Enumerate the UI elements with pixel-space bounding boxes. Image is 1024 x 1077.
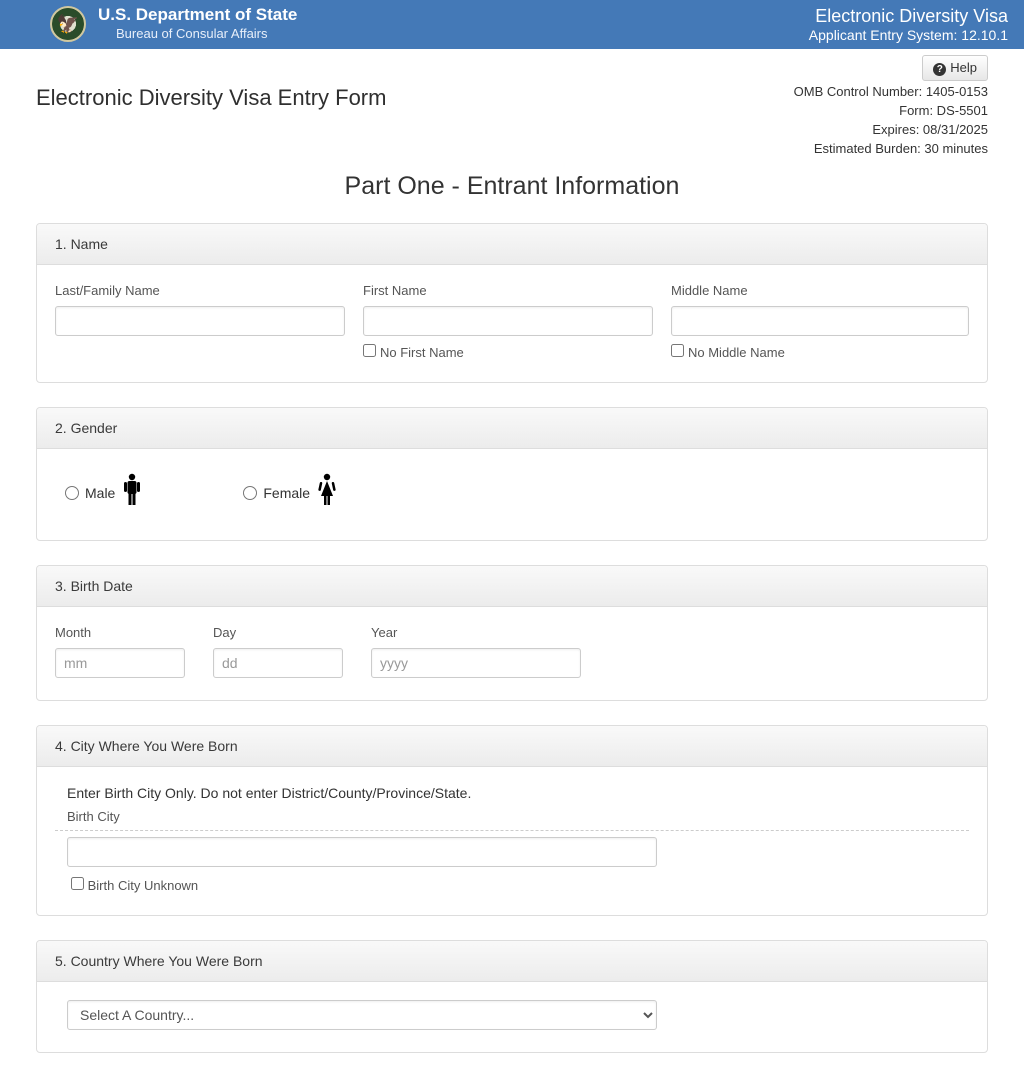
- form-expires: Expires: 08/31/2025: [794, 121, 988, 140]
- birthcity-instruction: Enter Birth City Only. Do not enter Dist…: [67, 785, 969, 801]
- section-birthcity: 4. City Where You Were Born Enter Birth …: [36, 725, 988, 916]
- state-seal-icon: 🦅: [50, 6, 86, 42]
- gender-female-radio[interactable]: [243, 486, 257, 500]
- form-number: Form: DS-5501: [794, 102, 988, 121]
- no-middle-name-label: No Middle Name: [688, 345, 785, 360]
- year-input[interactable]: [371, 648, 581, 678]
- male-icon: [121, 473, 143, 512]
- section-birthdate: 3. Birth Date Month Day Year: [36, 565, 988, 701]
- middle-name-label: Middle Name: [671, 283, 969, 298]
- no-first-name-checkbox[interactable]: [363, 344, 376, 357]
- birthcity-unknown-checkbox[interactable]: [71, 877, 84, 890]
- section-birthdate-heading: 3. Birth Date: [37, 566, 987, 607]
- page-title: Electronic Diversity Visa Entry Form: [36, 85, 386, 111]
- gender-male-radio[interactable]: [65, 486, 79, 500]
- day-label: Day: [213, 625, 343, 640]
- part-title: Part One - Entrant Information: [36, 172, 988, 201]
- section-birthcountry: 5. Country Where You Were Born Select A …: [36, 940, 988, 1053]
- gender-male-option[interactable]: Male: [65, 473, 143, 512]
- section-name: 1. Name Last/Family Name First Name No F…: [36, 223, 988, 383]
- last-name-input[interactable]: [55, 306, 345, 336]
- month-input[interactable]: [55, 648, 185, 678]
- day-input[interactable]: [213, 648, 343, 678]
- birthcountry-select[interactable]: Select A Country...: [67, 1000, 657, 1030]
- form-burden: Estimated Burden: 30 minutes: [794, 140, 988, 159]
- gender-female-option[interactable]: Female: [243, 473, 338, 512]
- dashed-divider: [55, 830, 969, 831]
- first-name-label: First Name: [363, 283, 653, 298]
- gender-male-label: Male: [85, 485, 115, 501]
- system-version: Applicant Entry System: 12.10.1: [809, 27, 1008, 43]
- gender-female-label: Female: [263, 485, 310, 501]
- help-label: Help: [950, 60, 977, 75]
- female-icon: [316, 473, 338, 512]
- omb-number: OMB Control Number: 1405-0153: [794, 83, 988, 102]
- year-label: Year: [371, 625, 581, 640]
- bureau-subtitle: Bureau of Consular Affairs: [116, 26, 297, 41]
- birthcity-input[interactable]: [67, 837, 657, 867]
- month-label: Month: [55, 625, 185, 640]
- last-name-label: Last/Family Name: [55, 283, 345, 298]
- section-birthcountry-heading: 5. Country Where You Were Born: [37, 941, 987, 982]
- section-birthcity-heading: 4. City Where You Were Born: [37, 726, 987, 767]
- section-gender: 2. Gender Male Female: [36, 407, 988, 541]
- section-name-heading: 1. Name: [37, 224, 987, 265]
- dept-title: U.S. Department of State: [98, 5, 297, 25]
- middle-name-input[interactable]: [671, 306, 969, 336]
- birthcity-label: Birth City: [67, 809, 969, 824]
- app-name: Electronic Diversity Visa: [809, 6, 1008, 27]
- form-meta: OMB Control Number: 1405-0153 Form: DS-5…: [794, 83, 988, 158]
- no-middle-name-checkbox[interactable]: [671, 344, 684, 357]
- section-gender-heading: 2. Gender: [37, 408, 987, 449]
- no-first-name-label: No First Name: [380, 345, 464, 360]
- first-name-input[interactable]: [363, 306, 653, 336]
- header-bar: 🦅 U.S. Department of State Bureau of Con…: [0, 0, 1024, 49]
- birthcity-unknown-label: Birth City Unknown: [88, 878, 199, 893]
- help-button[interactable]: Help: [922, 55, 988, 81]
